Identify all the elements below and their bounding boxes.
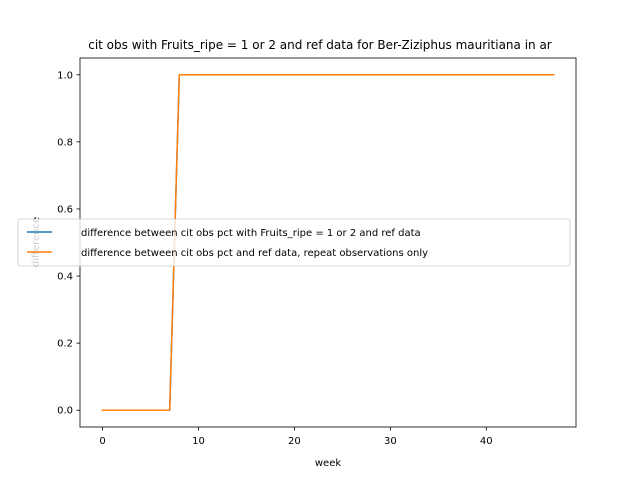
- x-tick-label: 40: [480, 436, 493, 447]
- x-tick-label: 0: [99, 436, 105, 447]
- y-axis-ticks: 0.0 0.2 0.4 0.6 0.8 1.0: [57, 70, 80, 417]
- x-axis-ticks: 0 10 20 30 40: [99, 427, 493, 447]
- x-axis-label: week: [315, 458, 341, 469]
- x-tick-label: 20: [288, 436, 301, 447]
- y-tick-label: 1.0: [57, 70, 73, 81]
- y-tick-label: 0.2: [57, 339, 73, 350]
- y-tick-label: 0.4: [57, 272, 73, 283]
- series-layer: [101, 74, 555, 411]
- legend-box: [17, 218, 571, 267]
- y-tick-label: 0.8: [57, 137, 73, 148]
- series-line-2: [101, 74, 555, 411]
- y-tick-label: 0.6: [57, 204, 73, 215]
- legend-label-series-2: difference between cit obs pct and ref d…: [81, 248, 428, 259]
- chart-title: cit obs with Fruits_ripe = 1 or 2 and re…: [88, 38, 552, 52]
- y-tick-label: 0.0: [57, 406, 73, 417]
- legend: difference between cit obs pct with Frui…: [17, 218, 571, 267]
- x-tick-label: 10: [192, 436, 205, 447]
- legend-label-series-1: difference between cit obs pct with Frui…: [81, 228, 421, 239]
- x-tick-label: 30: [384, 436, 397, 447]
